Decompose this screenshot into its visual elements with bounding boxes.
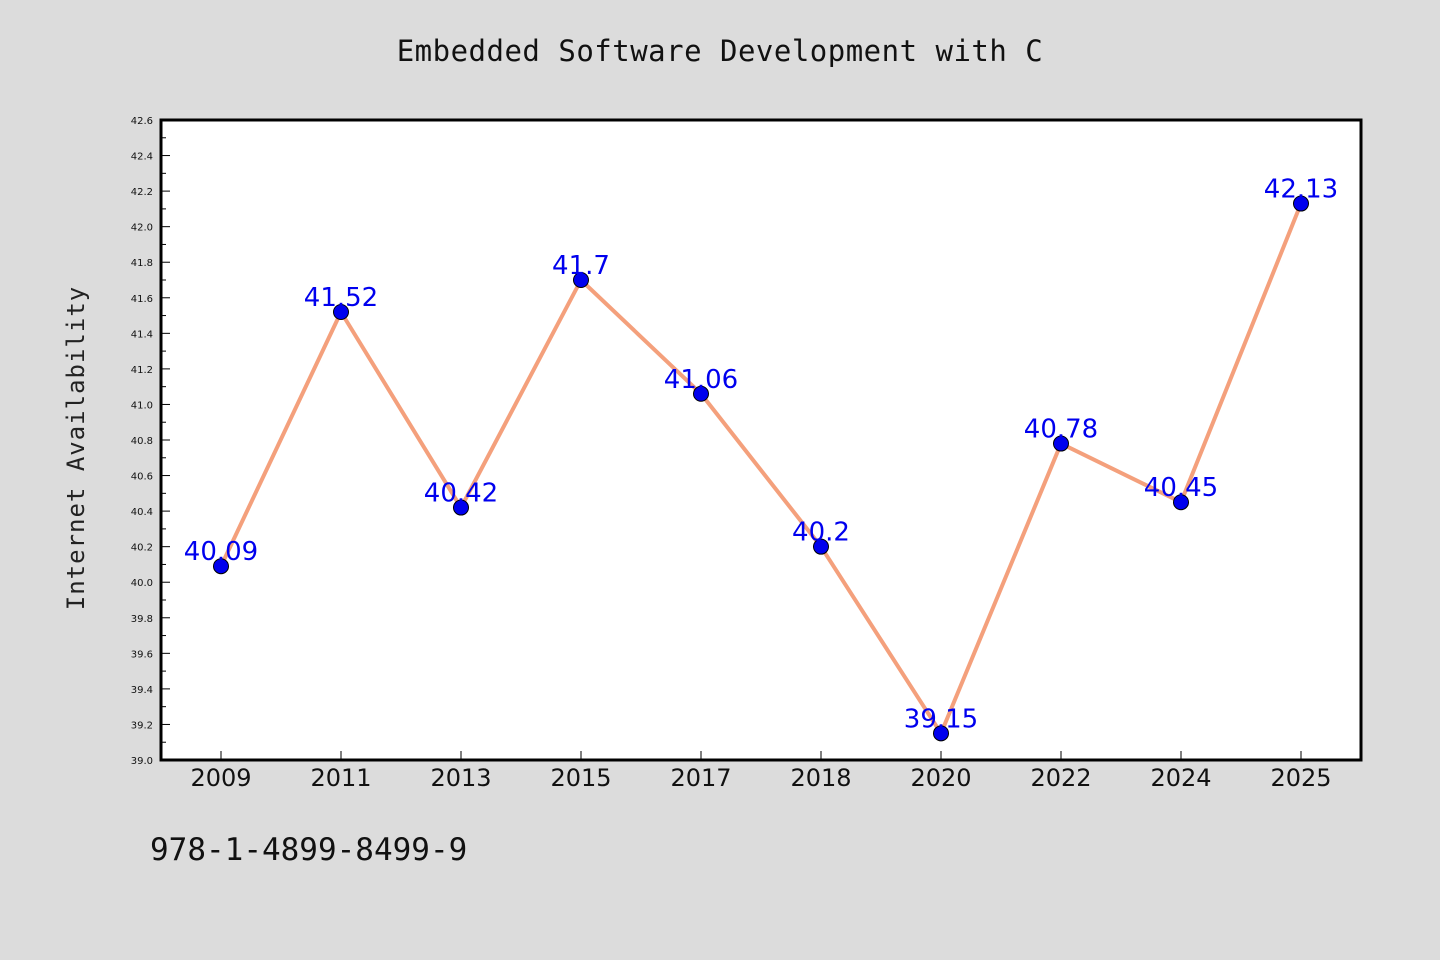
y-tick-label: 39.8 <box>131 614 153 625</box>
y-tick-label: 39.6 <box>131 649 153 660</box>
x-tick-label: 2022 <box>1030 764 1091 792</box>
y-tick-label: 41.8 <box>131 258 153 269</box>
data-point <box>333 304 349 320</box>
x-tick-label: 2015 <box>550 764 611 792</box>
y-tick-label: 41.6 <box>131 294 153 305</box>
y-tick-label: 42.6 <box>131 116 153 127</box>
y-tick-label: 39.4 <box>131 685 153 696</box>
data-label: 40.45 <box>1144 473 1218 503</box>
data-point <box>813 538 829 555</box>
plot-frame <box>159 118 1363 762</box>
data-point <box>213 558 229 575</box>
data-point <box>933 725 949 742</box>
y-tick-label: 40.4 <box>131 507 153 518</box>
y-tick-label: 40.2 <box>131 543 153 554</box>
data-label: 40.09 <box>184 537 258 567</box>
y-tick-label: 39.2 <box>131 720 153 731</box>
data-label: 39.15 <box>904 704 978 734</box>
y-tick-label: 42.0 <box>131 223 153 234</box>
data-label: 42.13 <box>1264 175 1338 205</box>
y-tick-label: 40.0 <box>131 578 153 589</box>
data-label: 41.52 <box>304 283 378 313</box>
x-tick-label: 2025 <box>1270 764 1331 792</box>
x-tick-label: 2017 <box>670 764 731 792</box>
y-tick-label: 41.4 <box>131 329 153 340</box>
x-tick-label: 2024 <box>1150 764 1211 792</box>
y-tick-label: 39.0 <box>131 756 153 767</box>
y-tick-label: 41.2 <box>131 365 153 376</box>
data-label: 41.7 <box>552 251 610 281</box>
data-label: 40.2 <box>792 518 850 548</box>
data-label: 40.42 <box>424 479 498 509</box>
isbn-text: 978-1-4899-8499-9 <box>150 832 468 868</box>
data-point <box>1053 435 1069 452</box>
data-point <box>1173 494 1189 511</box>
data-label: 41.06 <box>664 365 738 395</box>
y-tick-label: 42.4 <box>131 152 153 163</box>
chart-title: Embedded Software Development with C <box>396 34 1044 68</box>
x-tick-label: 2013 <box>430 764 491 792</box>
data-label: 40.78 <box>1024 415 1098 445</box>
series-line <box>219 201 1303 736</box>
x-tick-label: 2009 <box>190 764 251 792</box>
data-point <box>573 272 589 288</box>
data-point <box>1293 195 1309 212</box>
x-tick-label: 2020 <box>910 764 971 792</box>
x-tick-label: 2018 <box>790 764 851 792</box>
y-tick-label: 40.6 <box>131 472 153 483</box>
x-tick-label: 2011 <box>310 764 371 792</box>
y-tick-label: 42.2 <box>131 187 153 198</box>
data-point <box>693 385 709 402</box>
data-point <box>453 499 469 516</box>
y-tick-label: 40.8 <box>131 436 153 447</box>
y-tick-label: 41.0 <box>131 400 153 411</box>
